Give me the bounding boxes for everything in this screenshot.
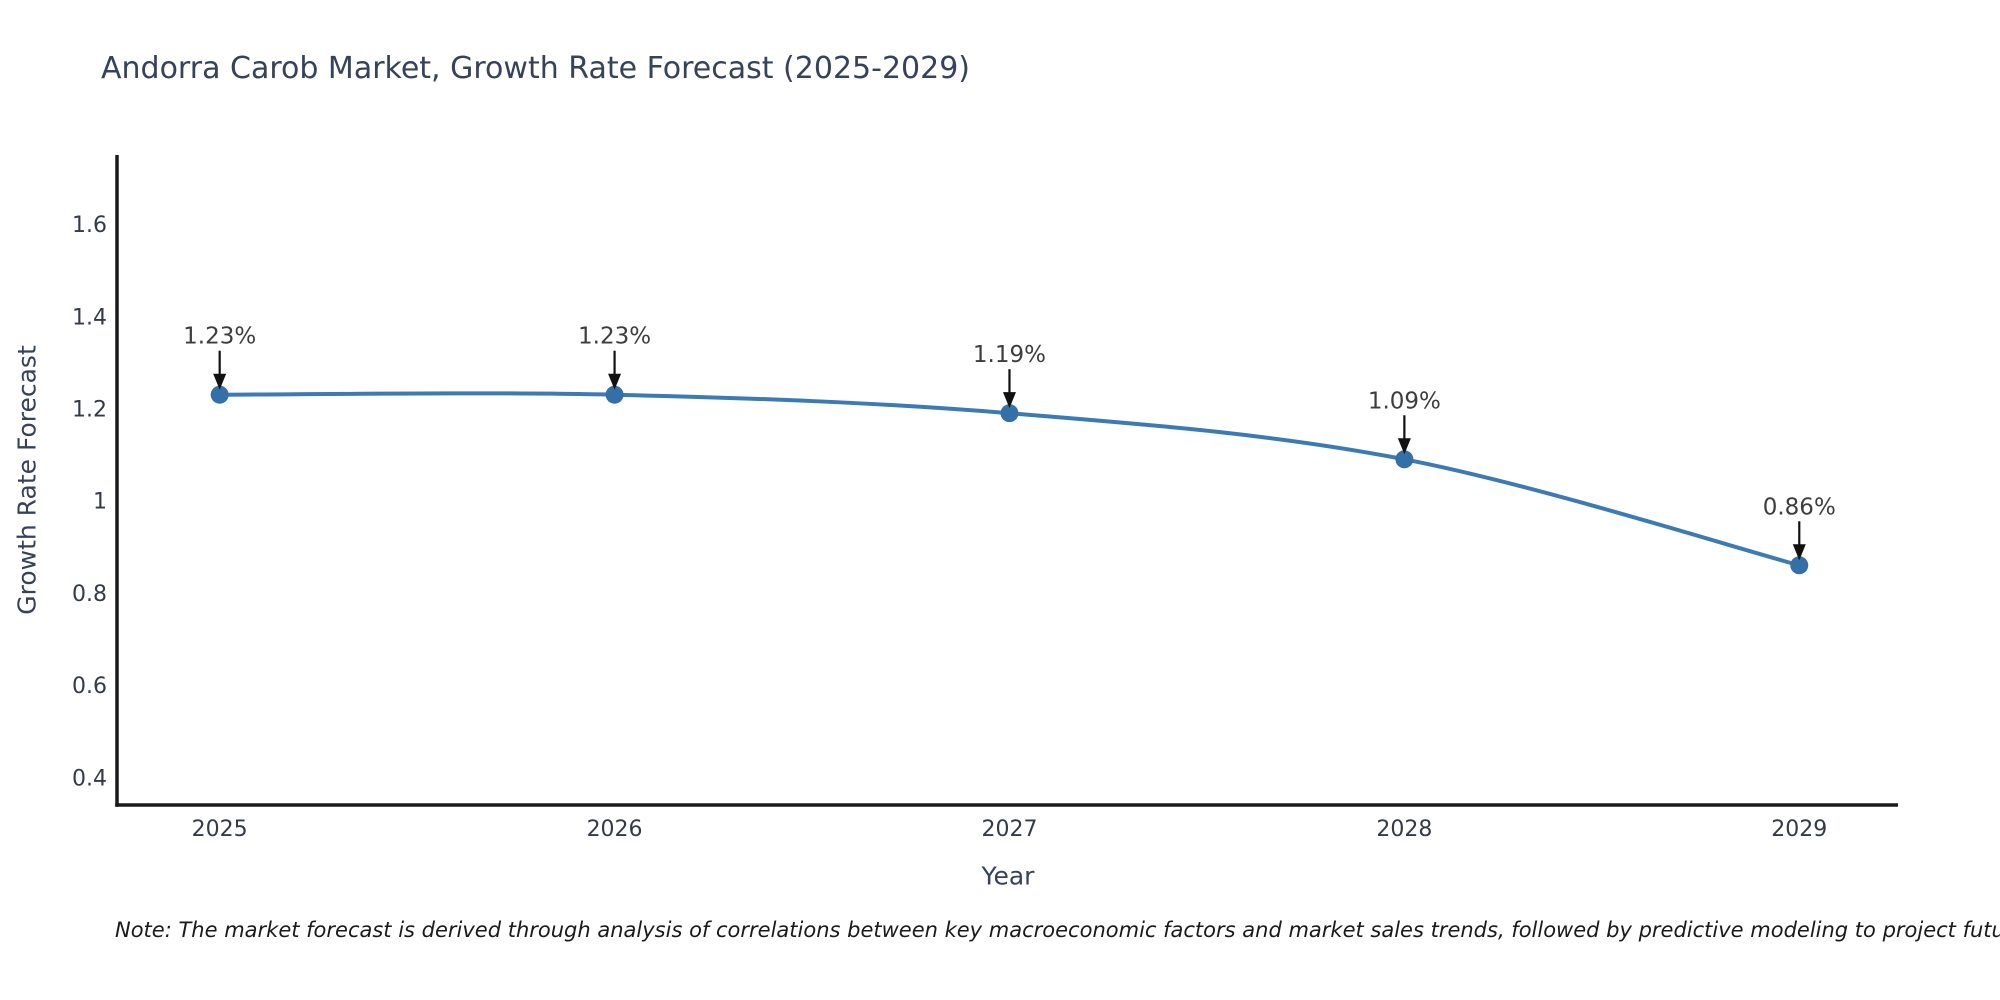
annotation-arrowhead-icon <box>1397 438 1411 455</box>
annotation-arrowhead-icon <box>213 373 227 390</box>
y-tick-label: 0.8 <box>72 582 107 607</box>
footnote: Note: The market forecast is derived thr… <box>115 918 2000 942</box>
y-tick-label: 1 <box>93 490 107 515</box>
annotation-arrowhead-icon <box>608 373 622 390</box>
annotation-arrowhead-icon <box>1792 544 1806 561</box>
x-tick-label: 2026 <box>587 817 643 842</box>
x-tick-label: 2029 <box>1771 817 1827 842</box>
point-annotation-label: 1.09% <box>1368 388 1441 414</box>
data-point-marker <box>605 385 624 404</box>
y-tick-label: 0.4 <box>72 766 107 791</box>
data-point-marker <box>1790 556 1809 575</box>
y-tick-label: 1.4 <box>72 305 107 330</box>
data-point-marker <box>210 385 229 404</box>
point-annotation-label: 1.19% <box>973 342 1046 368</box>
point-annotation-label: 1.23% <box>578 324 651 350</box>
annotation-arrowhead-icon <box>1002 392 1016 409</box>
x-tick-label: 2025 <box>192 817 248 842</box>
point-annotation-label: 0.86% <box>1763 494 1836 520</box>
data-point-marker <box>1395 450 1414 469</box>
y-axis-title: Growth Rate Forecast <box>12 345 42 615</box>
x-tick-label: 2027 <box>981 817 1037 842</box>
y-tick-label: 1.2 <box>72 398 107 423</box>
y-tick-label: 1.6 <box>72 213 107 238</box>
x-tick-label: 2028 <box>1376 817 1432 842</box>
data-point-marker <box>1000 404 1019 423</box>
x-axis-title: Year <box>981 861 1035 891</box>
y-tick-label: 0.6 <box>72 674 107 699</box>
point-annotation-label: 1.23% <box>183 324 256 350</box>
chart-title: Andorra Carob Market, Growth Rate Foreca… <box>101 51 970 86</box>
